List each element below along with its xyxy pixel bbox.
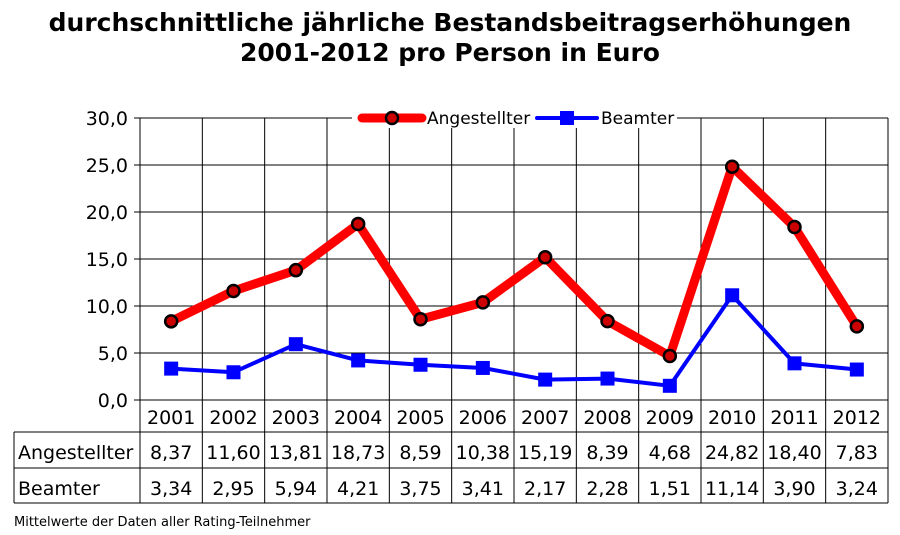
- x-tick-label: 2011: [770, 407, 818, 429]
- data-point: [475, 360, 490, 375]
- data-point: [537, 249, 553, 265]
- data-label: 15,19: [518, 442, 572, 464]
- legend-marker: [560, 111, 574, 125]
- x-tick-label: 2008: [583, 407, 631, 429]
- x-tick-label: 2001: [147, 407, 195, 429]
- data-label: 8,39: [586, 442, 628, 464]
- data-point: [288, 262, 304, 278]
- data-label: 11,60: [206, 442, 260, 464]
- data-point: [849, 319, 865, 334]
- data-label: 11,14: [705, 478, 759, 500]
- data-label: 13,81: [269, 442, 323, 464]
- data-point: [724, 159, 740, 174]
- chart-subtitle: 2001-2012 pro Person in Euro: [240, 38, 660, 67]
- data-label: 2,17: [524, 478, 566, 500]
- data-point: [849, 362, 864, 377]
- data-point: [413, 357, 428, 372]
- legend-marker: [384, 110, 400, 126]
- data-point: [787, 219, 802, 235]
- table-row-label: Angestellter: [18, 442, 134, 464]
- data-point: [475, 295, 491, 310]
- data-point: [662, 348, 678, 364]
- data-label: 3,41: [462, 478, 504, 500]
- y-tick-label: 5,0: [98, 343, 128, 365]
- data-label: 2,95: [212, 478, 254, 500]
- data-label: 8,59: [399, 442, 441, 464]
- x-tick-label: 2006: [459, 407, 507, 429]
- data-label: 4,21: [337, 478, 379, 500]
- data-label: 3,34: [150, 478, 192, 500]
- series-line-beamter: [171, 293, 858, 388]
- x-tick-label: 2002: [209, 407, 257, 429]
- legend-label: Beamter: [601, 109, 674, 129]
- x-tick-label: 2005: [396, 407, 444, 429]
- data-point: [600, 313, 615, 329]
- data-label: 3,75: [399, 478, 441, 500]
- data-point: [350, 216, 366, 232]
- data-label: 3,90: [773, 478, 815, 500]
- data-label: 2,28: [586, 478, 628, 500]
- data-label: 18,73: [331, 442, 385, 464]
- chart-title: durchschnittliche jährliche Bestandsbeit…: [48, 8, 852, 37]
- y-tick-label: 20,0: [86, 202, 128, 224]
- x-tick-label: 2010: [708, 407, 756, 429]
- table-row-label: Beamter: [18, 478, 100, 500]
- data-point: [787, 356, 802, 371]
- y-tick-label: 25,0: [86, 155, 128, 177]
- legend-background: [352, 108, 677, 128]
- data-label: 1,51: [649, 478, 691, 500]
- data-label: 7,83: [836, 442, 878, 464]
- x-tick-label: 2003: [272, 407, 320, 429]
- data-point: [226, 365, 241, 380]
- series-line-angestellter: [169, 162, 861, 361]
- x-tick-label: 2009: [646, 407, 694, 429]
- data-point: [226, 283, 241, 299]
- data-label: 4,68: [649, 442, 691, 464]
- data-point: [413, 312, 428, 327]
- x-tick-label: 2004: [334, 407, 382, 429]
- y-tick-label: 10,0: [86, 296, 128, 318]
- data-point: [600, 371, 615, 386]
- x-tick-label: 2012: [833, 407, 881, 429]
- data-point: [725, 288, 740, 303]
- data-label: 5,94: [275, 478, 317, 500]
- x-tick-label: 2007: [521, 407, 569, 429]
- data-point: [662, 378, 677, 393]
- data-point: [351, 353, 366, 368]
- data-point: [288, 337, 303, 352]
- data-point: [538, 372, 553, 387]
- data-label: 3,24: [836, 478, 878, 500]
- y-tick-label: 30,0: [86, 108, 128, 130]
- legend-label: Angestellter: [427, 109, 530, 129]
- data-label: 10,38: [456, 442, 510, 464]
- footnote: Mittelwerte der Daten aller Rating-Teiln…: [14, 515, 311, 530]
- data-label: 18,40: [767, 442, 821, 464]
- data-label: 24,82: [705, 442, 759, 464]
- y-tick-label: 0,0: [98, 390, 128, 412]
- data-label: 8,37: [150, 442, 192, 464]
- data-point: [163, 314, 179, 329]
- data-point: [164, 361, 179, 376]
- y-tick-label: 15,0: [86, 249, 128, 271]
